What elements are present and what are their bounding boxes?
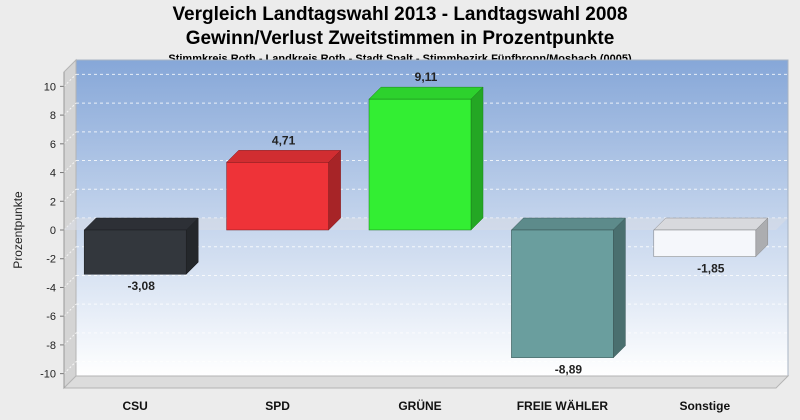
bar-spd (225, 149, 342, 231)
gridline-side (63, 246, 77, 260)
bar-front-face (653, 229, 757, 257)
data-label: 4,71 (272, 133, 296, 147)
y-tick-label: 2 (50, 196, 56, 208)
y-tick-label: -6 (46, 311, 56, 323)
data-label: 9,11 (415, 70, 438, 84)
y-tick-label: -4 (46, 282, 56, 294)
x-tick-label: CSU (123, 399, 148, 413)
bar-top-face (510, 217, 627, 231)
y-tick-label: -8 (46, 340, 56, 352)
bar-top-face (653, 217, 769, 231)
gridline-side (63, 131, 77, 145)
y-tick-label: 4 (50, 168, 56, 180)
bar-top-face (225, 150, 342, 163)
bar-top-face (83, 217, 199, 231)
x-tick-label: Sonstige (679, 399, 730, 413)
chart-title: Vergleich Landtagswahl 2013 - Landtagswa… (172, 4, 628, 25)
gridline-side (63, 275, 77, 288)
gridline-side (63, 160, 77, 173)
gridline-side (63, 102, 77, 116)
data-label: -1,85 (697, 262, 725, 276)
bar-top-face (368, 86, 484, 100)
gridline-side (63, 303, 77, 317)
gridline-side (63, 332, 77, 346)
y-tick-label: 8 (50, 110, 56, 122)
y-tick-label: -10 (40, 369, 56, 381)
x-tick-label: FREIE WÄHLER (517, 398, 609, 413)
bar-side-face (613, 217, 626, 359)
y-tick-label: 10 (44, 81, 56, 93)
bar-front-face (511, 229, 614, 358)
bar-front-face (226, 162, 329, 231)
bar-csu (83, 217, 199, 275)
gridline-side (63, 74, 77, 87)
x-tick-label: GRÜNE (398, 398, 441, 413)
plot-floor (62, 375, 790, 389)
chart-subtitle: Gewinn/Verlust Zweitstimmen in Prozentpu… (185, 28, 615, 49)
y-tick-label: 6 (50, 139, 56, 151)
bar-front-face (368, 98, 472, 231)
bar-front-face (83, 229, 187, 275)
bar-side-face (328, 149, 341, 231)
y-axis-label: Prozentpunkte (11, 191, 25, 269)
data-label: -8,89 (555, 363, 583, 377)
bar-side-face (470, 86, 484, 231)
data-label: -3,08 (128, 279, 156, 293)
gridline-side (63, 361, 77, 374)
bar-sonstige (653, 217, 769, 258)
bar-freie-w-hler (510, 217, 627, 359)
x-tick-label: SPD (265, 399, 290, 413)
y-tick-label: -2 (46, 254, 56, 266)
y-tick-label: 0 (50, 225, 56, 237)
gridline-side (63, 188, 77, 202)
bar-gr-ne (368, 86, 484, 231)
